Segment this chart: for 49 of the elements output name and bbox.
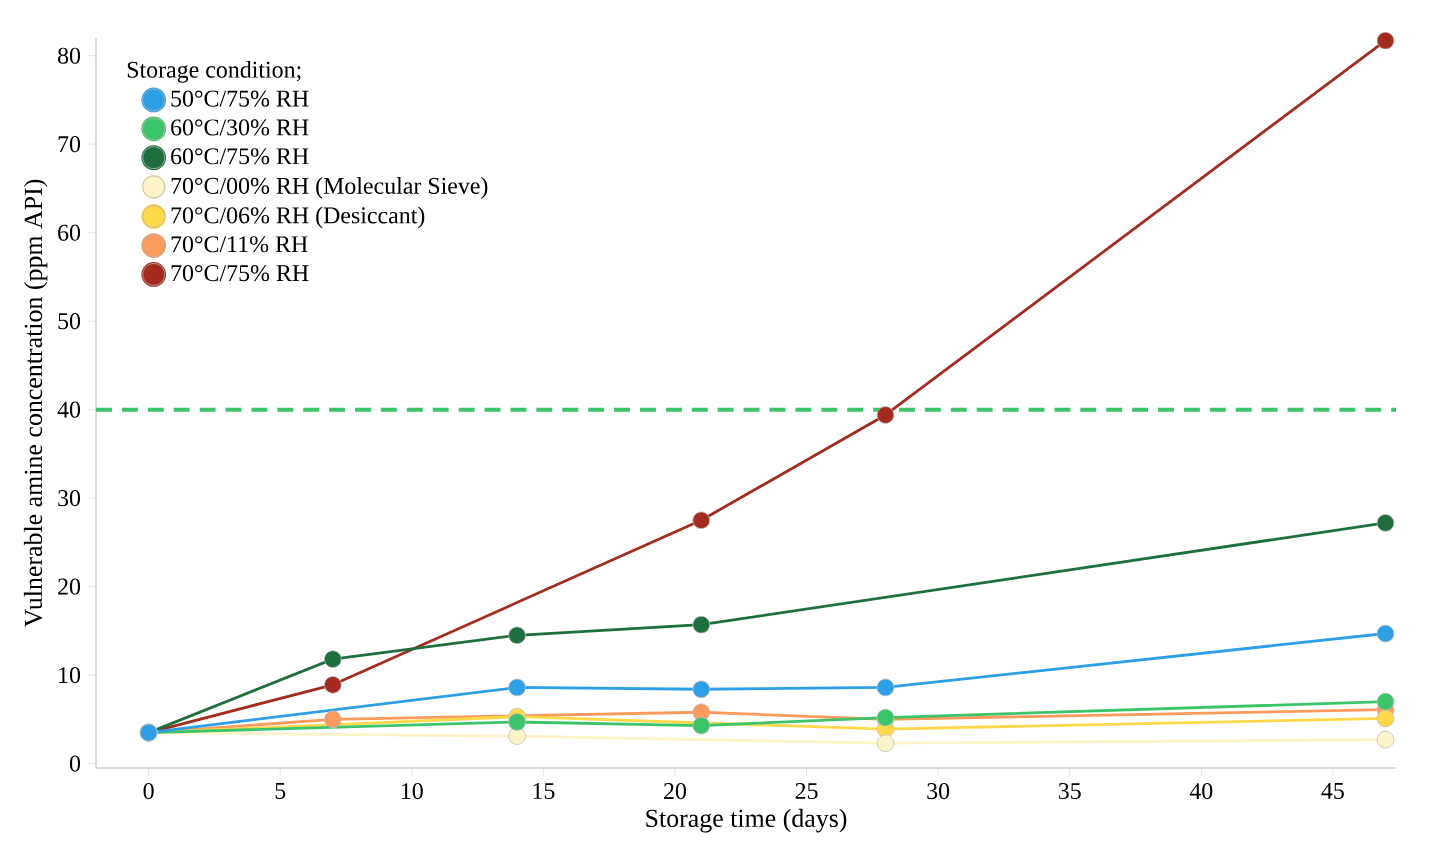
point xyxy=(876,734,895,752)
x-tick-label: 45 xyxy=(1321,783,1344,799)
y-tick-label: 40 xyxy=(57,401,81,418)
y-tick-label: 20 xyxy=(58,578,81,595)
x-tick-label: 25 xyxy=(795,783,818,800)
point xyxy=(324,676,342,694)
y-tick-label: 30 xyxy=(58,490,81,507)
point xyxy=(324,650,342,668)
y-axis-title: Vulnerable amine concentration (ppm API) xyxy=(23,179,48,628)
point xyxy=(1376,514,1395,532)
y-tick-label: 60 xyxy=(58,224,81,241)
point xyxy=(692,716,711,735)
x-axis-title: Storage time (days) xyxy=(646,808,847,833)
y-tick-label: 10 xyxy=(59,667,81,684)
y-tick-label: 80 xyxy=(57,47,81,64)
point xyxy=(1376,31,1395,50)
point xyxy=(1376,709,1395,728)
legend-label: 70°C/75% RH xyxy=(171,265,309,282)
legend-label: 70°C/00% RH (Molecular Sieve) xyxy=(171,177,488,199)
x-tick-label: 0 xyxy=(143,783,154,800)
point xyxy=(692,615,711,634)
point xyxy=(692,680,711,699)
x-tick-label: 30 xyxy=(927,783,950,800)
point xyxy=(876,406,895,424)
x-tick-label: 10 xyxy=(401,783,423,800)
point xyxy=(876,678,895,697)
point xyxy=(508,727,526,745)
y-tick-label: 50 xyxy=(58,313,81,330)
legend-title: Storage condition; xyxy=(127,60,301,83)
x-tick-label: 40 xyxy=(1189,783,1213,800)
point xyxy=(508,626,526,645)
legend-label: 70°C/06% RH (Desiccant) xyxy=(171,206,425,229)
point xyxy=(1376,730,1395,749)
y-tick-label: 70 xyxy=(58,136,81,153)
legend-label: 70°C/11% RH xyxy=(171,236,308,253)
x-tick-label: 20 xyxy=(664,783,686,800)
legend-label: 60°C/30% RH xyxy=(171,119,309,136)
legend-label: 50°C/75% RH xyxy=(171,90,309,107)
point xyxy=(324,710,342,729)
point xyxy=(508,678,526,697)
x-tick-label: 15 xyxy=(533,783,555,800)
point xyxy=(508,713,526,731)
point xyxy=(1376,692,1395,711)
point xyxy=(1376,624,1395,643)
point xyxy=(692,511,711,530)
y-tick-label: 0 xyxy=(69,755,81,772)
x-tick-label: 35 xyxy=(1058,783,1081,800)
x-tick-label: 5 xyxy=(275,783,286,799)
legend-label: 60°C/75% RH xyxy=(171,148,309,165)
